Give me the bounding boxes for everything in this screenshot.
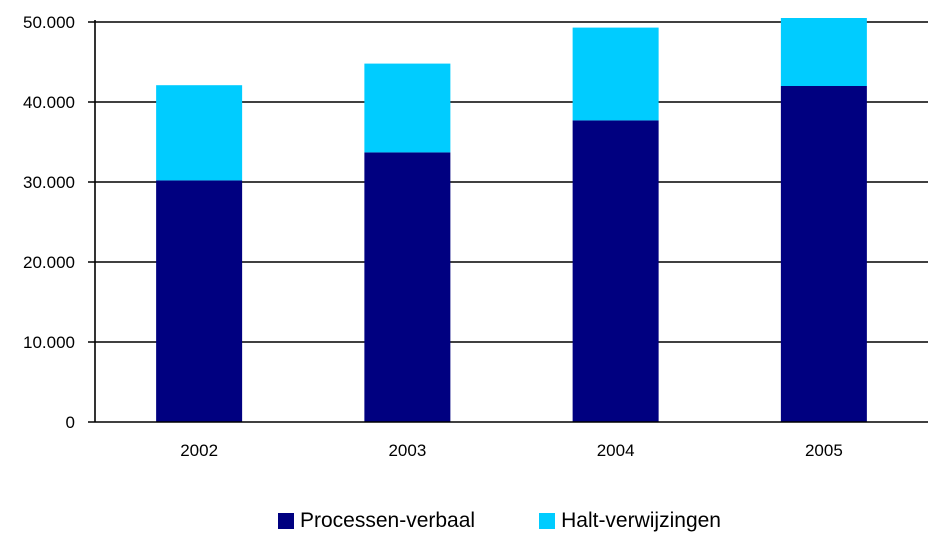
x-axis-tick-labels: 2002 2003 2004 2005 xyxy=(180,441,843,460)
legend-item-processen-verbaal: Processen-verbaal xyxy=(278,508,475,534)
legend-item-halt-verwijzingen: Halt-verwijzingen xyxy=(539,508,721,534)
y-tick-label: 0 xyxy=(66,413,75,432)
bar-segment-2004-processen-verbaal xyxy=(572,120,659,423)
bar-segment-2002-processen-verbaal xyxy=(156,180,243,422)
legend: Processen-verbaal Halt-verwijzingen xyxy=(278,508,721,534)
y-tick-label: 30.000 xyxy=(23,173,75,192)
y-tick-label: 50.000 xyxy=(23,13,75,32)
axes xyxy=(88,20,928,423)
bar-segment-2005-halt-verwijzingen xyxy=(780,18,867,86)
legend-label-processen-verbaal: Processen-verbaal xyxy=(300,509,476,532)
x-tick-label: 2003 xyxy=(388,441,426,460)
y-tick-label: 20.000 xyxy=(23,253,75,272)
bar-segment-2003-halt-verwijzingen xyxy=(364,63,451,153)
bar-segment-2003-processen-verbaal xyxy=(364,152,451,422)
y-axis-tick-labels: 0 10.000 20.000 30.000 40.000 50.000 xyxy=(23,13,75,432)
y-tick-label: 10.000 xyxy=(23,333,75,352)
bar-segment-2005-processen-verbaal xyxy=(780,86,867,422)
legend-swatch-halt-verwijzingen xyxy=(539,513,556,529)
y-tick-label: 40.000 xyxy=(23,93,75,112)
stacked-bar-chart: 0 10.000 20.000 30.000 40.000 50.000 2002 2003… xyxy=(23,13,928,460)
bar-segment-2004-halt-verwijzingen xyxy=(572,27,659,121)
bars xyxy=(156,18,867,423)
x-tick-label: 2002 xyxy=(180,441,218,460)
legend-swatch-processen-verbaal xyxy=(278,513,294,529)
legend-label-halt-verwijzingen: Halt-verwijzingen xyxy=(561,509,721,532)
bar-segment-2002-halt-verwijzingen xyxy=(156,85,243,181)
x-tick-label: 2004 xyxy=(597,441,635,460)
x-tick-label: 2005 xyxy=(805,441,843,460)
